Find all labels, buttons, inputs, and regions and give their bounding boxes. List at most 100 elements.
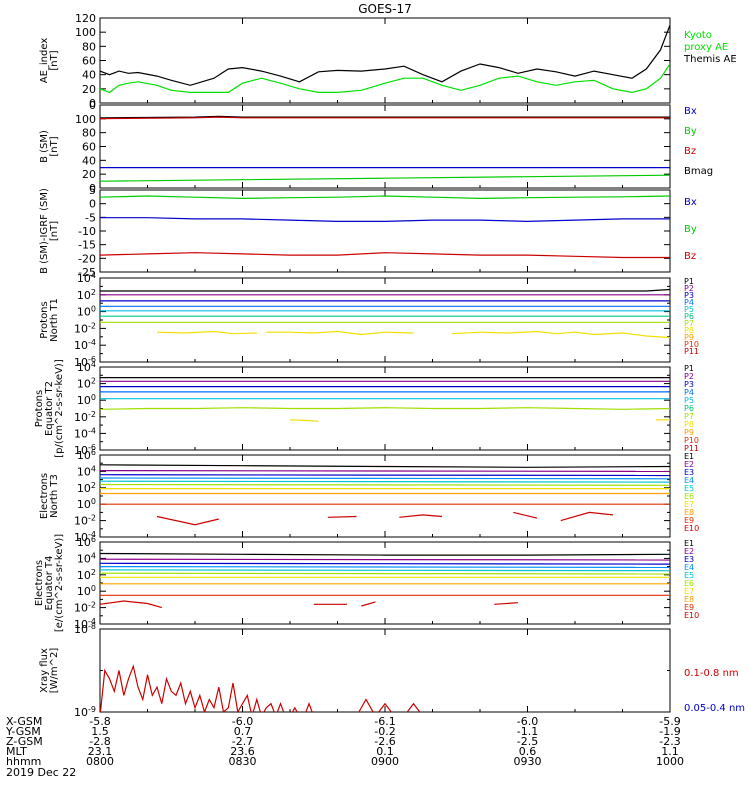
y-tick-label: 10-2	[74, 410, 96, 424]
x-row-value: 1.5	[91, 725, 109, 738]
series-line	[100, 572, 670, 575]
series-group	[100, 195, 670, 259]
series-line	[100, 288, 670, 292]
series-line	[100, 24, 670, 86]
legend-label: P1	[684, 277, 694, 286]
x-row-value: -5.9	[659, 715, 680, 728]
y-tick-label: 100	[75, 113, 96, 126]
y-tick-label: 10-2	[74, 321, 96, 335]
x-row-value: -2.7	[232, 735, 253, 748]
y-tick-label: 10-8	[74, 622, 96, 636]
y-tick-label: 104	[77, 551, 96, 565]
legend-label: E4	[684, 563, 694, 572]
legend-label: P10	[684, 340, 699, 349]
y-axis-label: ElectronsNorth T3	[39, 473, 60, 519]
legend-label: Kyoto	[684, 30, 712, 41]
y-tick-label: 10-2	[74, 514, 96, 528]
legend-label: E5	[684, 484, 694, 493]
series-line	[100, 477, 670, 480]
x-axis-ephemeris-table: X-GSM -5.8 -6.0 -6.1 -6.0 -5.9 Y-GSM 1.5 0.7 -0.2…	[5, 715, 684, 768]
y-tick-label: 102	[77, 377, 96, 391]
y-tick-label: 0	[89, 97, 96, 110]
series-group	[100, 377, 670, 422]
legend-label: P4	[684, 298, 694, 307]
x-row-label: MLT	[6, 745, 27, 758]
series-line	[100, 483, 670, 486]
x-row-value: -5.8	[89, 715, 110, 728]
series-line	[100, 558, 670, 561]
series-line	[100, 464, 670, 468]
series-line	[266, 330, 414, 336]
series-group	[100, 24, 670, 94]
series-line	[156, 515, 219, 526]
x-row-value: 0800	[86, 755, 114, 768]
legend-label: P6	[684, 404, 694, 413]
x-row-value: -2.5	[517, 735, 538, 748]
y-tick-label: 40	[82, 154, 96, 167]
y-tick-label: 100	[77, 393, 96, 407]
x-row-value: -6.1	[374, 715, 395, 728]
y-tick-label: 100	[77, 497, 96, 511]
y-tick-label: 120	[75, 12, 96, 25]
x-row-value: -6.0	[517, 715, 538, 728]
y-tick-label: -15	[78, 239, 96, 252]
series-line	[100, 252, 670, 259]
series-line	[100, 562, 670, 565]
series-group	[100, 552, 670, 609]
legend-label: By	[684, 224, 697, 235]
y-tick-label: 20	[82, 83, 96, 96]
x-row-value: 0.1	[376, 745, 394, 758]
x-row-label: hhmm	[6, 755, 41, 768]
legend-label: P8	[684, 326, 694, 335]
series-line	[100, 470, 670, 472]
series-line	[100, 63, 670, 94]
series-line	[100, 174, 670, 182]
y-tick-label: 10-4	[74, 617, 96, 631]
legend-label: E5	[684, 571, 694, 580]
legend-label: E3	[684, 468, 694, 477]
legend-label: proxy AE	[684, 42, 728, 53]
y-tick-label: 0	[89, 182, 96, 195]
x-row-value: 0.6	[519, 745, 537, 758]
y-tick-label: 104	[77, 271, 96, 285]
legend-label: P6	[684, 312, 694, 321]
series-line	[100, 407, 670, 410]
legend-label: 0.05-0.4 nm	[684, 703, 745, 714]
series-group	[100, 464, 670, 526]
series-line	[451, 330, 670, 339]
y-tick-label: 100	[77, 584, 96, 598]
series-line	[100, 115, 670, 119]
legend-label: E10	[684, 611, 699, 620]
x-row-value: 1.1	[661, 745, 679, 758]
x-row-value: -2.8	[89, 735, 110, 748]
legend-label: P9	[684, 333, 694, 342]
y-axis-label: B (SM)[nT]	[39, 130, 60, 163]
legend-label: E1	[684, 539, 694, 548]
panel-electrons-equator: 106 104 102 100 10-2 10-4 ElectronsEquator T4[…	[34, 534, 699, 632]
y-tick-label: 10-4	[74, 426, 96, 440]
series-line	[100, 565, 670, 569]
x-row-value: -2.6	[374, 735, 395, 748]
series-group	[100, 115, 670, 182]
series-line	[100, 569, 670, 572]
legend-label: Bz	[684, 146, 696, 157]
y-axis-label: ElectronsEquator T4[e/(cm^2-s-sr-keV)]	[34, 534, 65, 632]
legend-label: E8	[684, 595, 694, 604]
y-tick-label: 40	[82, 69, 96, 82]
y-tick-label: 10-9	[74, 705, 96, 719]
legend-label: P3	[684, 380, 694, 389]
series-group	[100, 288, 670, 339]
y-tick-label: 10-4	[74, 338, 96, 352]
legend-label: E8	[684, 508, 694, 517]
legend-label: P5	[684, 305, 694, 314]
series-group	[100, 664, 421, 712]
legend-label: Bx	[684, 197, 697, 208]
series-line	[289, 419, 319, 422]
legend-label: P8	[684, 420, 694, 429]
series-line	[100, 195, 670, 200]
legend-label: P1	[684, 364, 694, 373]
y-tick-label: 5	[89, 184, 96, 197]
series-line	[100, 480, 670, 483]
